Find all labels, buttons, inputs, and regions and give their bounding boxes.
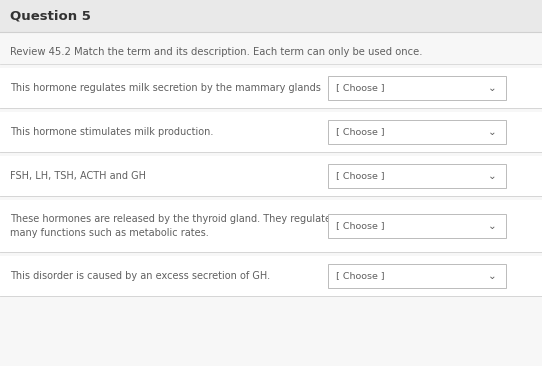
FancyBboxPatch shape: [0, 256, 542, 296]
Text: ⌄: ⌄: [488, 271, 496, 281]
FancyBboxPatch shape: [328, 76, 506, 100]
FancyBboxPatch shape: [328, 214, 506, 238]
FancyBboxPatch shape: [0, 112, 542, 152]
Text: FSH, LH, TSH, ACTH and GH: FSH, LH, TSH, ACTH and GH: [10, 171, 146, 181]
Text: ⌄: ⌄: [488, 171, 496, 181]
Text: [ Choose ]: [ Choose ]: [336, 172, 385, 180]
FancyBboxPatch shape: [328, 164, 506, 188]
FancyBboxPatch shape: [328, 264, 506, 288]
Text: [ Choose ]: [ Choose ]: [336, 127, 385, 137]
Text: These hormones are released by the thyroid gland. They regulate
many functions s: These hormones are released by the thyro…: [10, 214, 331, 238]
FancyBboxPatch shape: [328, 120, 506, 144]
FancyBboxPatch shape: [0, 0, 542, 32]
Text: ⌄: ⌄: [488, 83, 496, 93]
Text: ⌄: ⌄: [488, 127, 496, 137]
FancyBboxPatch shape: [0, 200, 542, 252]
Text: ⌄: ⌄: [488, 221, 496, 231]
Text: This disorder is caused by an excess secretion of GH.: This disorder is caused by an excess sec…: [10, 271, 270, 281]
FancyBboxPatch shape: [0, 68, 542, 108]
Text: Question 5: Question 5: [10, 10, 91, 22]
Text: This hormone stimulates milk production.: This hormone stimulates milk production.: [10, 127, 214, 137]
Text: [ Choose ]: [ Choose ]: [336, 272, 385, 280]
FancyBboxPatch shape: [0, 156, 542, 196]
Text: [ Choose ]: [ Choose ]: [336, 221, 385, 231]
Text: [ Choose ]: [ Choose ]: [336, 83, 385, 93]
Text: Review 45.2 Match the term and its description. Each term can only be used once.: Review 45.2 Match the term and its descr…: [10, 47, 423, 57]
Text: This hormone regulates milk secretion by the mammary glands: This hormone regulates milk secretion by…: [10, 83, 321, 93]
